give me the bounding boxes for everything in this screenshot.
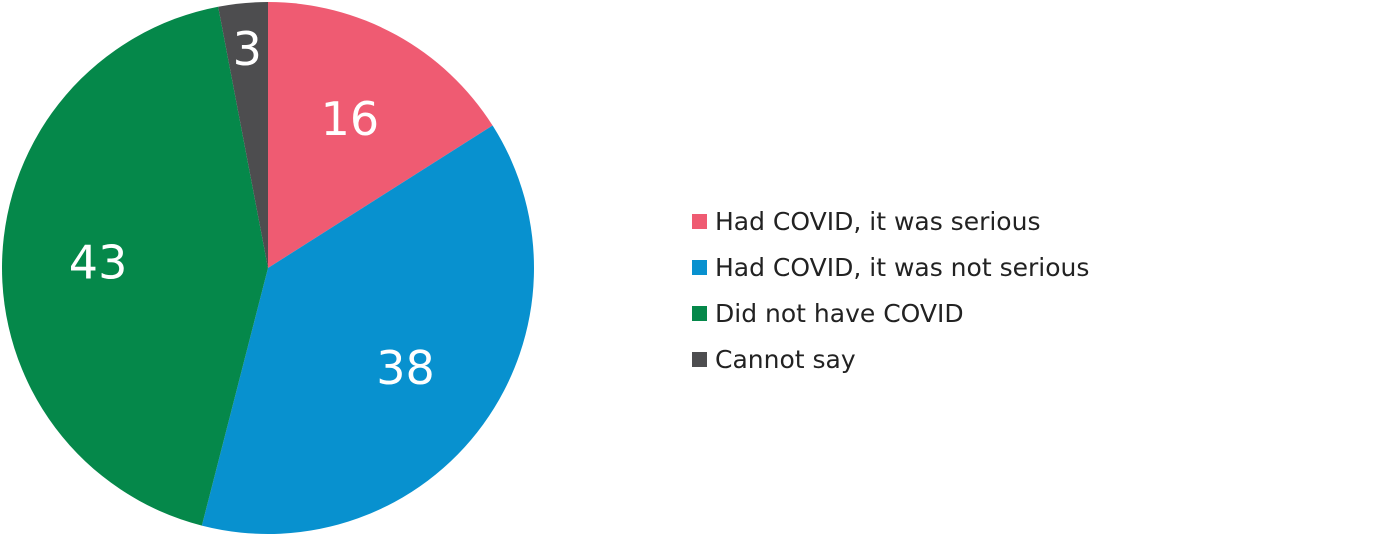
legend-swatch [692, 305, 707, 321]
legend-item-had-covid-serious: Had COVID, it was serious [692, 198, 1089, 244]
data-label-did-not-have-covid: 43 [69, 236, 128, 290]
pie-slice-had-covid-serious [268, 2, 493, 268]
legend-label: Did not have COVID [715, 298, 964, 328]
pie-slices [1, 1, 535, 535]
pie-chart: 16 38 43 3 [1, 1, 535, 535]
legend: Had COVID, it was serious Had COVID, it … [692, 198, 1089, 382]
data-label-had-covid-serious: 16 [321, 92, 380, 146]
legend-label: Had COVID, it was serious [715, 206, 1041, 236]
pie-slice-had-covid-not-serious [201, 125, 535, 535]
pie-slice-cannot-say [218, 1, 268, 268]
legend-item-cannot-say: Cannot say [692, 336, 1089, 382]
data-label-cannot-say: 3 [233, 22, 262, 76]
legend-swatch [692, 351, 707, 367]
pie-slice-did-not-have-covid [1, 6, 268, 526]
legend-label: Had COVID, it was not serious [715, 252, 1090, 282]
pie-data-labels: 16 38 43 3 [69, 22, 435, 395]
legend-swatch [692, 213, 707, 229]
legend-label: Cannot say [715, 344, 856, 374]
legend-item-had-covid-not-serious: Had COVID, it was not serious [692, 244, 1089, 290]
legend-swatch [692, 259, 707, 275]
data-label-had-covid-not-serious: 38 [376, 341, 435, 395]
legend-item-did-not-have-covid: Did not have COVID [692, 290, 1089, 336]
